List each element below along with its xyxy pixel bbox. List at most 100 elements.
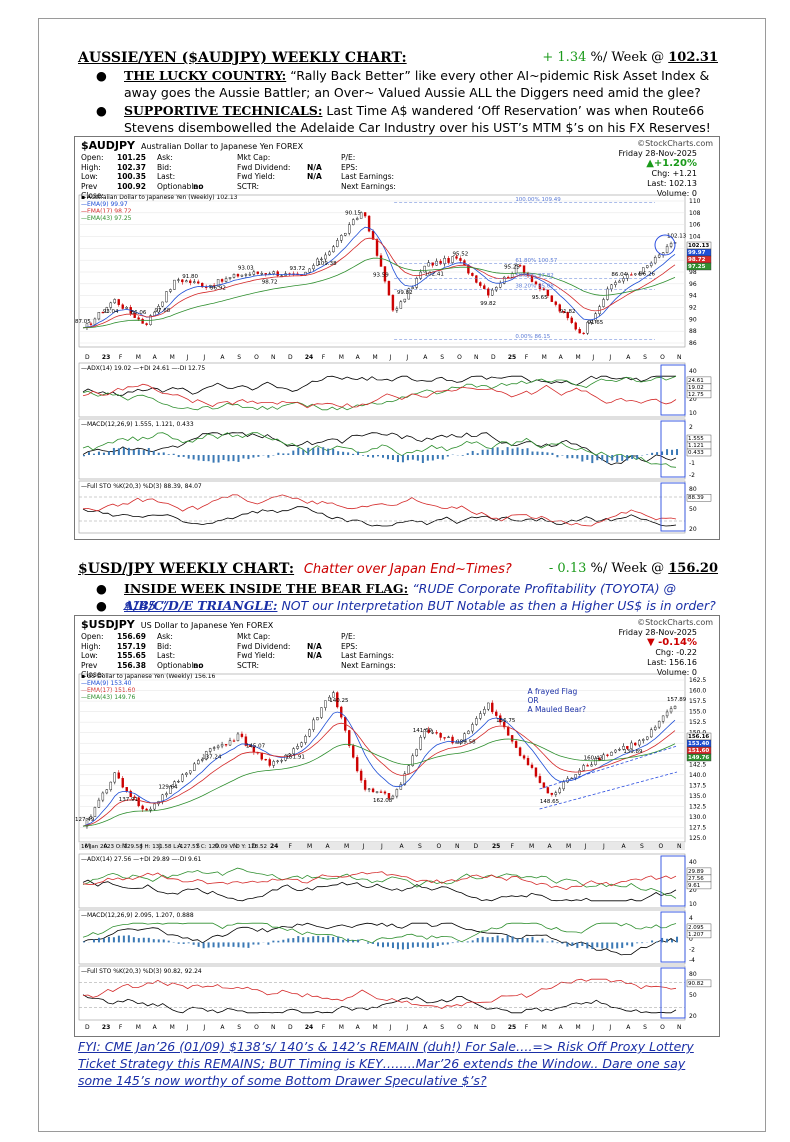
macd-histogram-bar — [117, 448, 120, 455]
candle-body — [554, 301, 558, 305]
right-price-tag-label: 102.13 — [688, 243, 709, 249]
x-axis-tick: J — [388, 354, 391, 361]
candle-body — [534, 281, 538, 285]
candle-body — [93, 318, 97, 325]
quote-stat: Fwd Dividend: — [237, 162, 291, 172]
x-axis-tick: J — [185, 354, 188, 361]
section2-subtitle: Chatter over Japan End~Times? — [303, 562, 512, 577]
x-axis-tick: M — [339, 354, 344, 361]
fib-label: 61.80% 100.57 — [515, 258, 557, 264]
macd-histogram-bar — [297, 936, 300, 943]
chart-note: A frayed Flag — [527, 687, 577, 696]
candle-body — [113, 772, 116, 783]
price-annotation: 157.89 — [667, 697, 687, 703]
bottom-x-axis-tick: M — [576, 1024, 581, 1031]
price-annotation: 156.75 — [496, 718, 516, 724]
macd-histogram-bar — [347, 452, 350, 455]
macd-histogram-bar — [267, 942, 270, 945]
candle-body — [538, 283, 542, 289]
quote-stat: P/E: — [341, 632, 356, 641]
candle-body — [244, 736, 248, 746]
macd-histogram-bar — [202, 455, 205, 462]
candle-body — [487, 702, 490, 710]
bottom-x-axis-tick: N — [474, 1024, 479, 1031]
macd-histogram-bar — [411, 942, 414, 948]
sto-tag — [686, 494, 712, 502]
macd-histogram-bar — [292, 938, 295, 943]
macd-histogram-bar — [212, 942, 215, 948]
macd-histogram-bar — [526, 448, 529, 455]
bottom-x-axis-tick: 23 — [102, 1024, 110, 1031]
adx-tag-label: 9.61 — [688, 883, 700, 889]
quote-stats-row: Open: 101.25 Ask: Mkt Cap: P/E: — [81, 153, 441, 163]
macd-histogram-bar — [486, 449, 489, 455]
x-axis-tick: S — [440, 354, 444, 361]
highlight-circle — [654, 234, 676, 256]
macd-histogram-bar — [631, 455, 634, 459]
candle-body — [137, 317, 140, 320]
candle-body — [133, 313, 136, 318]
macd-line — [82, 432, 677, 466]
sto-tick: 80 — [689, 971, 697, 978]
candle-body — [336, 692, 339, 708]
price-legend-item: —EMA(43) 97.25 — [81, 215, 132, 222]
candle-body — [181, 774, 184, 782]
x-axis-tick: O — [457, 354, 462, 361]
fyi-note: FYI: CME Jan’26 (01/09) $138’s/ 140’s & … — [78, 1039, 694, 1088]
candle-body — [236, 274, 240, 277]
macd-histogram-bar — [167, 454, 170, 455]
candle-body — [93, 807, 97, 817]
candle-body — [256, 271, 260, 274]
quote-stats: Open: 101.25 Ask: Mkt Cap: P/E: High: 102.37 Bi… — [81, 153, 441, 201]
candle-body — [181, 279, 184, 283]
candle-body — [336, 240, 339, 247]
fib-label: 50.00% 97.82 — [515, 273, 553, 279]
ema9-line — [82, 711, 676, 827]
right-price-tag-label: 99.97 — [688, 250, 706, 256]
candle-body — [657, 721, 661, 728]
bottom-x-axis-tick: F — [119, 1024, 123, 1031]
candle-body — [284, 755, 287, 761]
candle-body — [169, 786, 172, 794]
candle-body — [387, 793, 391, 799]
macd-histogram-bar — [591, 455, 594, 464]
candle-body — [89, 323, 93, 325]
macd-histogram-bar — [461, 455, 464, 456]
quote-stat: Prev Close: — [81, 660, 104, 680]
macd-histogram-bar — [187, 455, 190, 459]
macd-tag — [686, 448, 712, 457]
price-annotation: 127.49 — [75, 817, 95, 823]
candle-body — [387, 281, 391, 296]
candle-body — [228, 740, 232, 746]
x-axis-tick: M — [529, 843, 534, 850]
macd-label: —MACD(12,26,9) 1.555, 1.121, 0.433 — [81, 421, 194, 428]
price-annotation: 95.25 — [504, 265, 520, 271]
section2-price: 156.20 — [668, 561, 718, 576]
macd-histogram-bar — [112, 937, 115, 943]
candle-body — [502, 721, 506, 728]
candle-body — [435, 732, 438, 734]
quote-stat: Fwd Yield: — [237, 651, 275, 660]
candle-body — [173, 781, 176, 787]
bottom-x-axis-tick: O — [457, 1024, 462, 1031]
macd-histogram-bar — [157, 939, 160, 943]
candle-body — [391, 294, 395, 311]
price-legend-item: ▪ US Dollar to Japanese Yen (Weekly) 156… — [81, 673, 216, 680]
candle-body — [558, 304, 561, 312]
macd-histogram-bar — [192, 455, 195, 460]
macd-histogram-bar — [207, 455, 210, 462]
candle-body — [594, 313, 597, 321]
candle-body — [125, 787, 128, 792]
x-axis-tick: J — [140, 843, 143, 850]
macd-histogram-bar — [232, 942, 235, 947]
x-axis-tick: F — [119, 354, 123, 361]
x-axis-tick: N — [271, 354, 276, 361]
candle-body — [228, 277, 232, 279]
quote-last: Last: 102.13 — [647, 179, 697, 188]
candle-body — [244, 274, 248, 276]
x-axis-tick: O — [254, 354, 259, 361]
macd-histogram-bar — [122, 935, 125, 943]
section2-bullet-2: ● A/B/C/D/E TRIANGLE: NOT our Interpretat… — [96, 598, 716, 613]
macd-histogram-bar — [142, 937, 145, 943]
macd-histogram-bar — [561, 455, 564, 456]
